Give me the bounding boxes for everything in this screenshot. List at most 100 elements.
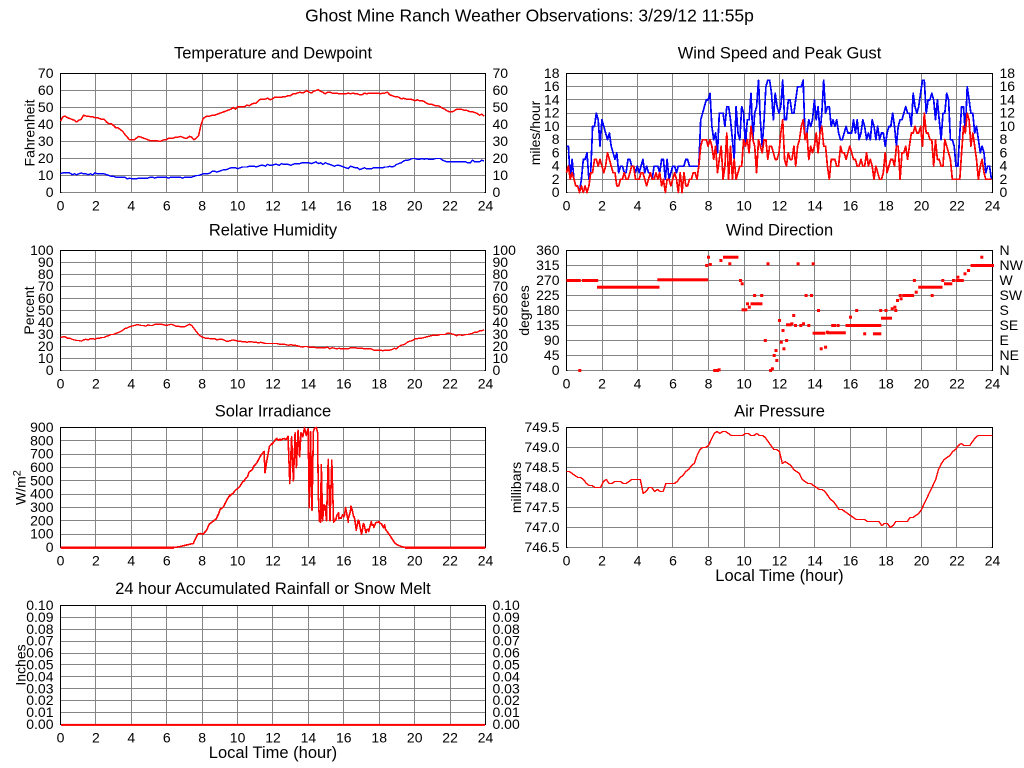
- svg-text:8: 8: [198, 198, 206, 214]
- svg-text:14: 14: [1000, 91, 1016, 107]
- svg-text:50: 50: [493, 99, 509, 115]
- svg-text:NE: NE: [1000, 347, 1019, 363]
- svg-text:18: 18: [371, 376, 387, 392]
- svg-text:Percent: Percent: [21, 286, 37, 334]
- svg-text:4: 4: [127, 376, 135, 392]
- svg-text:200: 200: [30, 512, 54, 528]
- svg-text:100: 100: [30, 242, 54, 258]
- svg-text:Wind Direction: Wind Direction: [726, 222, 833, 240]
- svg-text:500: 500: [30, 472, 54, 488]
- svg-text:0: 0: [563, 553, 571, 569]
- svg-text:18: 18: [371, 730, 387, 746]
- svg-text:22: 22: [442, 553, 458, 569]
- svg-text:0.06: 0.06: [26, 645, 53, 661]
- svg-text:degrees: degrees: [516, 285, 532, 336]
- svg-text:0.08: 0.08: [493, 621, 520, 637]
- svg-text:Relative Humidity: Relative Humidity: [209, 222, 338, 240]
- svg-text:6: 6: [163, 376, 171, 392]
- svg-text:70: 70: [493, 278, 509, 294]
- svg-text:10: 10: [230, 730, 246, 746]
- svg-text:6: 6: [163, 198, 171, 214]
- svg-text:180: 180: [536, 302, 560, 318]
- svg-text:14: 14: [807, 553, 823, 569]
- svg-text:900: 900: [30, 419, 54, 435]
- svg-text:20: 20: [407, 553, 423, 569]
- svg-text:0.03: 0.03: [493, 680, 520, 696]
- svg-text:60: 60: [38, 82, 54, 98]
- svg-text:22: 22: [442, 198, 458, 214]
- svg-text:0: 0: [493, 362, 501, 378]
- svg-text:300: 300: [30, 499, 54, 515]
- svg-text:0.02: 0.02: [26, 692, 53, 708]
- svg-text:0: 0: [1000, 184, 1008, 200]
- svg-text:45: 45: [544, 347, 560, 363]
- svg-text:50: 50: [493, 302, 509, 318]
- svg-text:90: 90: [493, 254, 509, 270]
- svg-text:20: 20: [914, 198, 930, 214]
- svg-text:2: 2: [92, 730, 100, 746]
- svg-text:8: 8: [1000, 131, 1008, 147]
- svg-text:4: 4: [127, 553, 135, 569]
- svg-text:0.06: 0.06: [493, 645, 520, 661]
- svg-text:14: 14: [807, 198, 823, 214]
- svg-text:16: 16: [544, 78, 560, 94]
- svg-text:22: 22: [949, 198, 965, 214]
- svg-text:E: E: [1000, 332, 1009, 348]
- svg-text:8: 8: [198, 730, 206, 746]
- svg-text:20: 20: [407, 198, 423, 214]
- svg-text:18: 18: [878, 376, 894, 392]
- svg-text:50: 50: [38, 99, 54, 115]
- svg-text:70: 70: [38, 278, 54, 294]
- svg-text:10: 10: [230, 553, 246, 569]
- svg-text:30: 30: [493, 326, 509, 342]
- svg-text:6: 6: [552, 144, 560, 160]
- svg-text:22: 22: [949, 376, 965, 392]
- svg-text:746.5: 746.5: [524, 539, 559, 555]
- svg-text:800: 800: [30, 432, 54, 448]
- svg-text:Fahrenheit: Fahrenheit: [22, 99, 38, 166]
- svg-text:8: 8: [198, 553, 206, 569]
- svg-text:6: 6: [669, 376, 677, 392]
- svg-text:12: 12: [1000, 105, 1016, 121]
- svg-text:0: 0: [46, 539, 54, 555]
- svg-text:0.07: 0.07: [493, 633, 520, 649]
- svg-text:SE: SE: [1000, 317, 1019, 333]
- svg-text:20: 20: [38, 150, 54, 166]
- svg-text:0.07: 0.07: [26, 633, 53, 649]
- svg-text:10: 10: [493, 167, 509, 183]
- svg-text:40: 40: [493, 314, 509, 330]
- svg-text:2: 2: [1000, 171, 1008, 187]
- svg-text:W: W: [1000, 272, 1014, 288]
- svg-text:16: 16: [336, 553, 352, 569]
- svg-text:20: 20: [493, 338, 509, 354]
- svg-text:0: 0: [563, 198, 571, 214]
- svg-text:40: 40: [38, 314, 54, 330]
- svg-text:14: 14: [301, 198, 317, 214]
- svg-text:10: 10: [38, 167, 54, 183]
- svg-text:4: 4: [552, 158, 560, 174]
- svg-text:0: 0: [46, 362, 54, 378]
- svg-text:50: 50: [38, 302, 54, 318]
- svg-text:SW: SW: [1000, 287, 1023, 303]
- svg-text:700: 700: [30, 446, 54, 462]
- svg-text:10: 10: [736, 198, 752, 214]
- svg-text:4: 4: [1000, 158, 1008, 174]
- svg-text:12: 12: [772, 376, 788, 392]
- svg-text:40: 40: [38, 116, 54, 132]
- svg-text:10: 10: [736, 553, 752, 569]
- svg-text:12: 12: [544, 105, 560, 121]
- svg-text:12: 12: [265, 376, 281, 392]
- svg-text:747.0: 747.0: [524, 519, 559, 535]
- svg-text:0.05: 0.05: [493, 657, 520, 673]
- svg-text:14: 14: [544, 91, 560, 107]
- svg-text:18: 18: [1000, 65, 1016, 81]
- svg-text:600: 600: [30, 459, 54, 475]
- svg-text:80: 80: [38, 266, 54, 282]
- svg-text:100: 100: [30, 526, 54, 542]
- svg-text:70: 70: [493, 65, 509, 81]
- svg-text:0.01: 0.01: [493, 704, 520, 720]
- svg-text:0.05: 0.05: [26, 657, 53, 673]
- svg-text:10: 10: [544, 118, 560, 134]
- svg-text:60: 60: [493, 290, 509, 306]
- svg-text:10: 10: [1000, 118, 1016, 134]
